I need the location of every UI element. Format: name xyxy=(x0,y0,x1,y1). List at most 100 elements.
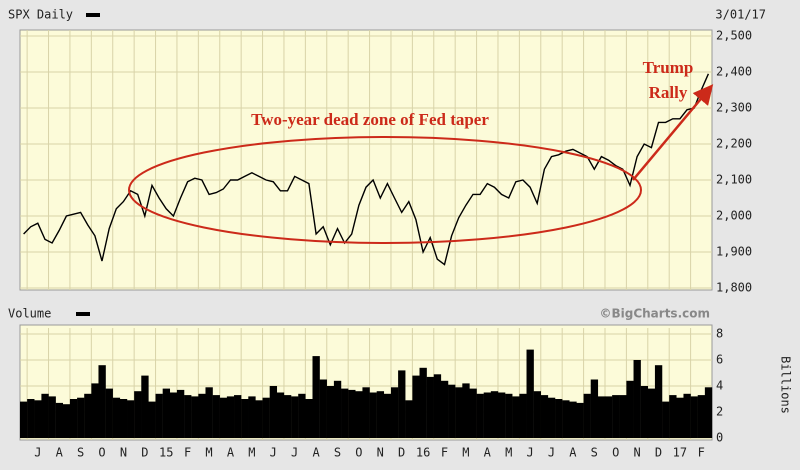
volume-bar xyxy=(20,401,28,438)
volume-bar xyxy=(440,380,449,438)
volume-bar xyxy=(619,395,627,438)
volume-bar xyxy=(176,389,185,438)
y-tick-label: 2 xyxy=(716,405,723,419)
volume-bar xyxy=(547,397,556,438)
volume-bar xyxy=(369,392,377,438)
volume-bar xyxy=(148,401,156,438)
volume-bar xyxy=(476,393,484,438)
volume-bar xyxy=(55,402,64,438)
volume-bar xyxy=(483,392,492,438)
volume-bar xyxy=(540,395,549,438)
volume-bar xyxy=(162,388,171,438)
volume-bar xyxy=(84,393,92,438)
x-tick-label: N xyxy=(377,446,384,460)
volume-bar xyxy=(562,400,570,438)
volume-bar xyxy=(112,397,121,438)
volume-bar xyxy=(69,399,78,438)
volume-bar xyxy=(305,399,313,438)
x-tick-label: A xyxy=(312,446,320,460)
x-tick-label: D xyxy=(655,446,662,460)
volume-bar xyxy=(355,391,363,438)
volume-bar xyxy=(91,383,99,438)
x-tick-label: J xyxy=(548,446,555,460)
x-tick-label: D xyxy=(398,446,405,460)
volume-bar xyxy=(590,379,599,438)
volume-bar xyxy=(348,389,356,438)
x-tick-label: S xyxy=(591,446,598,460)
volume-bar xyxy=(412,375,420,438)
volume-bar xyxy=(255,400,263,438)
volume-bar xyxy=(248,396,256,438)
annotation: Rally xyxy=(649,83,688,102)
volume-bar xyxy=(48,396,56,438)
volume-bar xyxy=(455,387,463,438)
annotation-arrow xyxy=(632,84,714,181)
x-tick-label: N xyxy=(633,446,640,460)
x-tick-label: J xyxy=(291,446,298,460)
x-tick-label: J xyxy=(526,446,533,460)
chart-title: SPX Daily xyxy=(8,8,73,22)
volume-bar xyxy=(390,387,399,438)
volume-bar xyxy=(505,393,513,438)
volume-bar xyxy=(219,397,228,438)
volume-bar xyxy=(683,393,691,438)
x-tick-label: J xyxy=(270,446,277,460)
y-tick-label: 0 xyxy=(716,431,723,445)
y-axis-label: Billions xyxy=(779,356,793,414)
volume-bar xyxy=(647,388,656,438)
legend-swatch xyxy=(86,13,100,17)
x-tick-label: O xyxy=(355,446,362,460)
volume-bar xyxy=(697,395,706,438)
volume-bar xyxy=(662,401,670,438)
volume-bar xyxy=(283,395,292,438)
volume-bar xyxy=(512,396,520,438)
volume-bar xyxy=(519,393,527,438)
volume-bar xyxy=(426,376,434,438)
volume-bar xyxy=(141,375,149,438)
volume-bar xyxy=(654,365,663,438)
volume-bar xyxy=(398,370,406,438)
annotation: Trump xyxy=(643,58,694,77)
volume-bar xyxy=(134,391,142,438)
volume-bar xyxy=(448,384,456,438)
volume-bar xyxy=(526,349,534,438)
x-tick-label: O xyxy=(98,446,105,460)
volume-bar xyxy=(497,392,506,438)
volume-bar xyxy=(469,388,477,438)
date-label: 3/01/17 xyxy=(715,8,766,22)
x-tick-label: D xyxy=(141,446,148,460)
volume-bar xyxy=(27,399,35,438)
volume-bar xyxy=(276,392,285,438)
x-tick-label: A xyxy=(227,446,235,460)
x-tick-label: S xyxy=(77,446,84,460)
x-tick-label: A xyxy=(569,446,577,460)
annotation: Two-year dead zone of Fed taper xyxy=(251,110,489,129)
volume-bar xyxy=(690,396,698,438)
y-tick-label: 8 xyxy=(716,327,723,341)
volume-bar xyxy=(633,360,641,438)
volume-bar xyxy=(234,395,242,438)
volume-bar xyxy=(77,397,85,438)
volume-bar xyxy=(298,393,306,438)
volume-bar xyxy=(319,379,327,438)
volume-bar xyxy=(212,395,220,438)
volume-bar xyxy=(105,388,113,438)
volume-bar xyxy=(626,380,634,438)
y-tick-label: 2,200 xyxy=(716,137,752,151)
x-tick-label: M xyxy=(462,446,469,460)
annotation-ellipse xyxy=(128,136,642,244)
volume-bar xyxy=(612,395,620,438)
volume-bar xyxy=(433,374,442,438)
volume-bar xyxy=(583,393,591,438)
x-tick-label: J xyxy=(34,446,41,460)
x-tick-label: 17 xyxy=(673,446,687,460)
volume-bar xyxy=(226,396,235,438)
volume-bar xyxy=(669,395,677,438)
volume-bar xyxy=(405,400,413,438)
volume-bar xyxy=(569,401,577,438)
volume-bar xyxy=(155,393,163,438)
x-tick-label: 15 xyxy=(159,446,173,460)
volume-bar xyxy=(383,393,392,438)
volume-bar xyxy=(191,396,199,438)
